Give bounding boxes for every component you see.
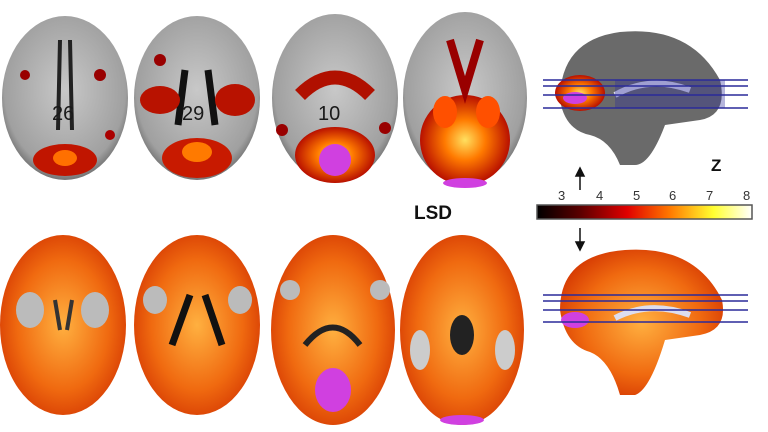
colorbar-tick: 6 [669, 188, 677, 203]
colorbar-tick: 8 [743, 188, 751, 203]
axial-slice-bottom-3 [271, 235, 395, 425]
condition-label: LSD [414, 203, 452, 224]
axial-slice-bottom-1 [0, 235, 126, 415]
slice-number-2: 29 [182, 103, 205, 125]
colorbar-tick: 4 [596, 188, 604, 203]
axial-slice-bottom-2 [134, 235, 260, 415]
axial-slice-top-2 [134, 16, 260, 180]
colorbar [536, 204, 753, 220]
sagittal-slice-bottom [543, 249, 748, 395]
colorbar-label: Z [711, 156, 722, 175]
slice-number-1: 26 [52, 103, 75, 125]
axial-slice-top-1 [2, 16, 128, 180]
axial-slice-top-4 [403, 12, 527, 188]
slice-number-3: 10 [318, 103, 341, 125]
colorbar-tick: 3 [558, 188, 566, 203]
slice-position-lines [543, 79, 748, 109]
sagittal-slice-top [543, 31, 748, 166]
arrow-up-icon [574, 166, 586, 190]
arrow-down-icon [574, 228, 586, 252]
axial-slice-top-3 [272, 14, 398, 183]
axial-slice-bottom-4 [400, 235, 524, 425]
colorbar-tick: 5 [633, 188, 641, 203]
colorbar-tick: 7 [706, 188, 714, 203]
slice-position-lines-bottom [543, 294, 748, 323]
